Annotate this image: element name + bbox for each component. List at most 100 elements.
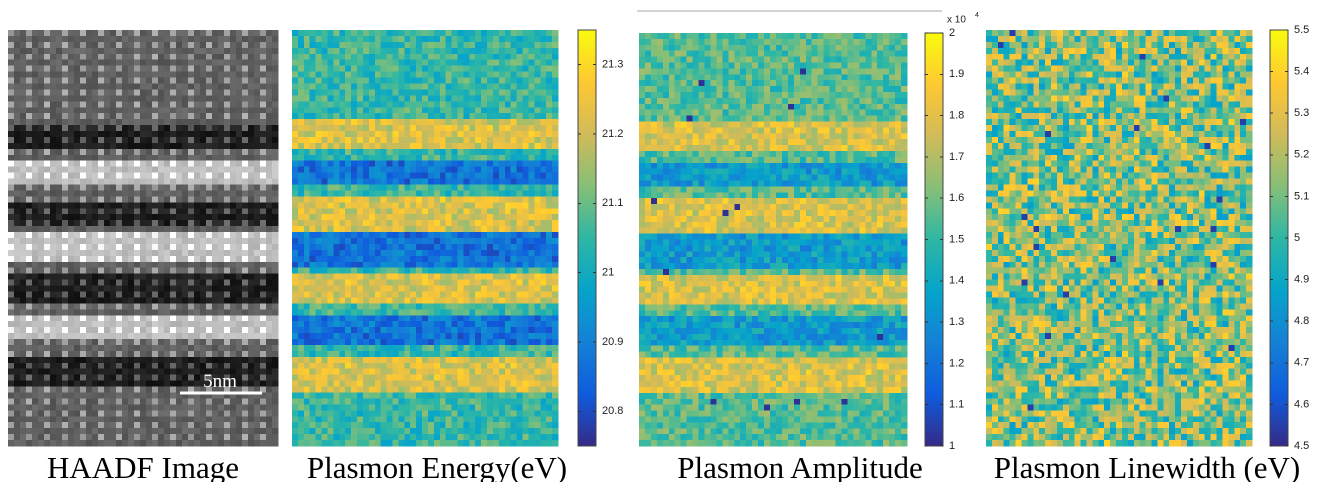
map-pixel bbox=[20, 303, 27, 310]
map-pixel bbox=[134, 440, 141, 447]
map-pixel bbox=[446, 167, 453, 174]
map-pixel bbox=[134, 95, 141, 102]
map-pixel bbox=[56, 309, 63, 316]
map-pixel bbox=[487, 268, 494, 275]
map-pixel bbox=[26, 143, 33, 150]
map-pixel bbox=[440, 54, 447, 61]
map-pixel bbox=[74, 220, 81, 227]
map-pixel bbox=[387, 89, 394, 96]
map-pixel bbox=[505, 36, 512, 43]
map-pixel bbox=[116, 387, 123, 394]
map-pixel bbox=[218, 244, 225, 251]
map-pixel bbox=[387, 220, 394, 227]
map-pixel bbox=[110, 83, 117, 90]
map-pixel bbox=[333, 238, 340, 245]
map-pixel bbox=[62, 113, 69, 120]
map-pixel bbox=[86, 155, 93, 162]
map-pixel bbox=[182, 434, 189, 441]
map-pixel bbox=[158, 387, 165, 394]
map-pixel bbox=[224, 333, 231, 340]
map-pixel bbox=[62, 339, 69, 346]
map-pixel bbox=[92, 393, 99, 400]
map-pixel bbox=[316, 107, 323, 114]
map-pixel bbox=[74, 369, 81, 376]
map-pixel bbox=[310, 60, 317, 67]
map-pixel bbox=[170, 416, 177, 423]
map-pixel bbox=[298, 101, 305, 108]
map-pixel bbox=[410, 208, 417, 215]
map-pixel bbox=[50, 428, 57, 435]
map-pixel bbox=[212, 72, 219, 79]
map-pixel bbox=[134, 321, 141, 328]
map-pixel bbox=[218, 226, 225, 233]
map-pixel bbox=[182, 256, 189, 263]
map-pixel bbox=[38, 66, 45, 73]
map-pixel bbox=[98, 119, 105, 126]
map-pixel bbox=[98, 48, 105, 55]
map-pixel bbox=[38, 321, 45, 328]
map-pixel bbox=[404, 78, 411, 85]
map-pixel bbox=[242, 66, 249, 73]
map-pixel bbox=[345, 179, 352, 186]
map-pixel bbox=[182, 220, 189, 227]
map-pixel bbox=[134, 387, 141, 394]
map-pixel bbox=[38, 113, 45, 120]
map-pixel bbox=[493, 119, 500, 126]
map-pixel bbox=[416, 202, 423, 209]
map-pixel bbox=[528, 220, 535, 227]
map-pixel bbox=[104, 202, 111, 209]
map-pixel bbox=[158, 398, 165, 405]
map-pixel bbox=[104, 369, 111, 376]
map-pixel bbox=[50, 393, 57, 400]
map-pixel bbox=[505, 244, 512, 251]
map-pixel bbox=[381, 83, 388, 90]
map-pixel bbox=[363, 179, 370, 186]
map-pixel bbox=[369, 30, 376, 37]
map-pixel bbox=[322, 60, 329, 67]
map-pixel bbox=[398, 101, 405, 108]
map-pixel bbox=[116, 42, 123, 49]
map-pixel bbox=[194, 357, 201, 364]
map-pixel bbox=[298, 78, 305, 85]
map-pixel bbox=[50, 410, 57, 417]
map-pixel bbox=[254, 256, 261, 263]
map-pixel bbox=[440, 137, 447, 144]
map-pixel bbox=[416, 161, 423, 168]
map-pixel bbox=[44, 232, 51, 239]
map-pixel bbox=[327, 238, 334, 245]
map-pixel bbox=[339, 173, 346, 180]
map-pixel bbox=[86, 161, 93, 168]
map-pixel bbox=[499, 119, 506, 126]
map-pixel bbox=[446, 125, 453, 132]
map-pixel bbox=[140, 137, 147, 144]
map-pixel bbox=[122, 309, 129, 316]
map-pixel bbox=[260, 351, 267, 358]
map-pixel bbox=[188, 238, 195, 245]
map-pixel bbox=[469, 66, 476, 73]
map-pixel bbox=[254, 369, 261, 376]
map-pixel bbox=[230, 42, 237, 49]
map-pixel bbox=[236, 345, 243, 352]
map-pixel bbox=[458, 208, 465, 215]
map-pixel bbox=[416, 143, 423, 150]
map-pixel bbox=[528, 78, 535, 85]
map-pixel bbox=[188, 113, 195, 120]
map-pixel bbox=[446, 190, 453, 197]
map-pixel bbox=[62, 291, 69, 298]
map-pixel bbox=[481, 60, 488, 67]
map-pixel bbox=[546, 101, 553, 108]
map-pixel bbox=[134, 410, 141, 417]
map-pixel bbox=[98, 113, 105, 120]
map-pixel bbox=[32, 321, 39, 328]
map-pixel bbox=[56, 339, 63, 346]
map-pixel bbox=[230, 107, 237, 114]
map-pixel bbox=[116, 410, 123, 417]
map-pixel bbox=[86, 345, 93, 352]
map-pixel bbox=[363, 238, 370, 245]
map-pixel bbox=[339, 95, 346, 102]
map-pixel bbox=[188, 101, 195, 108]
map-pixel bbox=[499, 190, 506, 197]
map-pixel bbox=[38, 434, 45, 441]
map-pixel bbox=[164, 137, 171, 144]
map-pixel bbox=[434, 143, 441, 150]
